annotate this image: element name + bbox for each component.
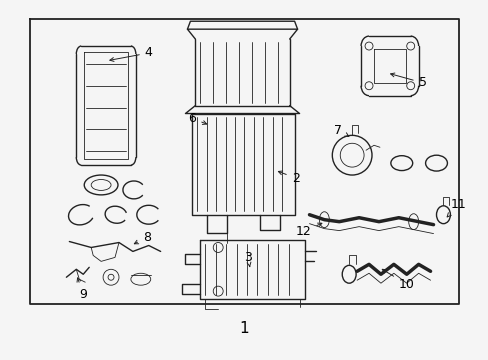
Text: 6: 6 (188, 112, 206, 125)
Text: 8: 8 (134, 231, 150, 244)
Text: 4: 4 (110, 46, 152, 62)
Text: 2: 2 (278, 171, 299, 185)
Text: 12: 12 (295, 223, 321, 238)
Text: 3: 3 (244, 251, 251, 267)
Text: 1: 1 (239, 321, 248, 336)
Text: 9: 9 (77, 278, 87, 301)
Text: 11: 11 (446, 198, 465, 217)
Text: 10: 10 (382, 269, 414, 291)
Text: 5: 5 (390, 73, 426, 89)
Text: 7: 7 (334, 124, 348, 137)
